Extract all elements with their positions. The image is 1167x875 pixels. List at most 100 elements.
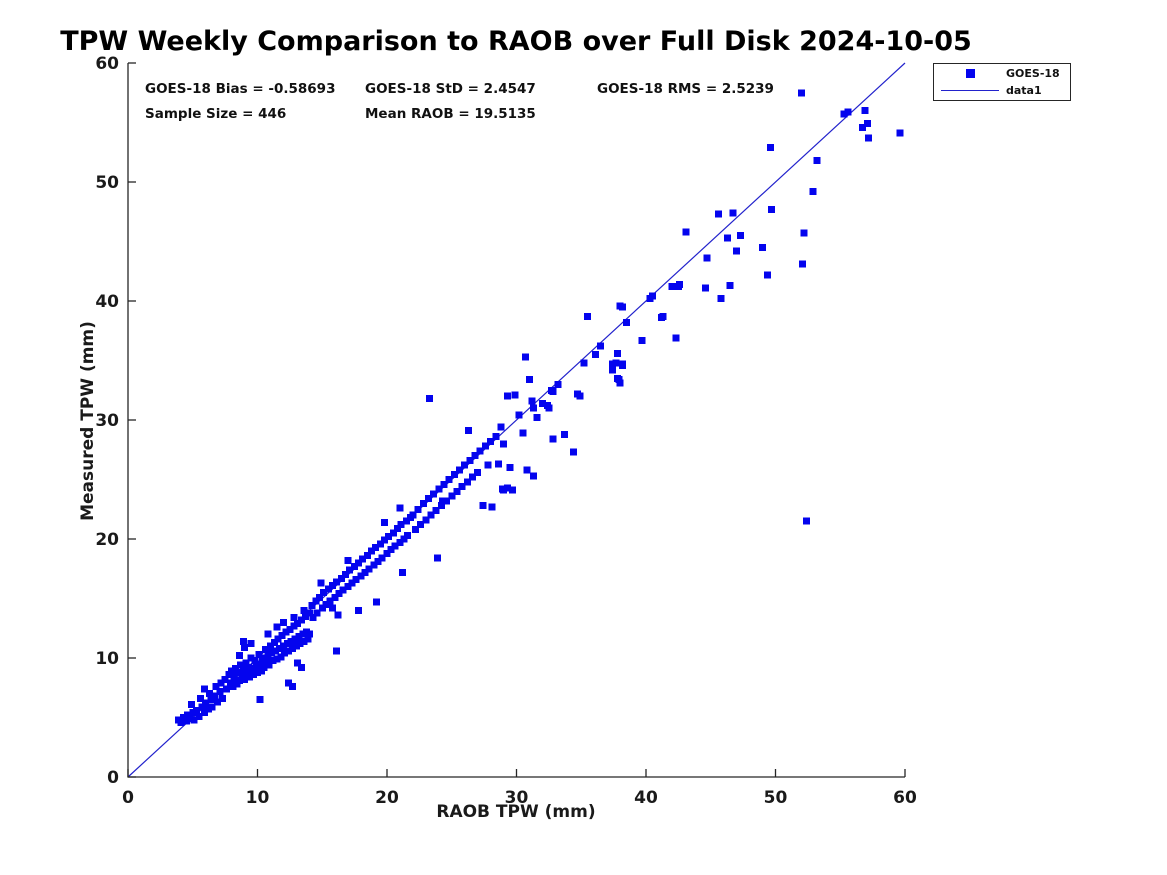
- scatter-point: [623, 318, 631, 326]
- scatter-point: [233, 680, 241, 688]
- scatter-point: [300, 637, 308, 645]
- scatter-point: [494, 460, 502, 468]
- scatter-point: [318, 604, 326, 612]
- scatter-point: [239, 666, 247, 674]
- scatter-point: [257, 667, 265, 675]
- scatter-point: [182, 717, 190, 725]
- scatter-point: [265, 661, 273, 669]
- scatter-point: [300, 606, 308, 614]
- scatter-point: [497, 423, 505, 431]
- scatter-point: [325, 585, 333, 593]
- scatter-point: [896, 129, 904, 137]
- scatter-point: [290, 614, 298, 622]
- x-axis-label: RAOB TPW (mm): [436, 802, 596, 822]
- x-tick-label: 20: [375, 788, 399, 808]
- scatter-point: [329, 604, 337, 612]
- y-tick-label: 30: [95, 411, 119, 431]
- scatter-point: [612, 359, 620, 367]
- scatter-point: [488, 503, 496, 511]
- scatter-point: [515, 411, 523, 419]
- scatter-point: [608, 360, 616, 368]
- scatter-point: [523, 466, 531, 474]
- scatter-point: [427, 511, 435, 519]
- scatter-point: [296, 640, 304, 648]
- scatter-point: [619, 360, 627, 368]
- scatter-point: [402, 517, 410, 525]
- scatter-point: [308, 602, 316, 610]
- scatter-point: [239, 637, 247, 645]
- scatter-point: [301, 612, 309, 620]
- scatter-point: [202, 699, 210, 707]
- scatter-point: [229, 683, 237, 691]
- scatter-point: [435, 485, 443, 493]
- scatter-point: [668, 283, 676, 291]
- scatter-point: [217, 679, 225, 687]
- scatter-point: [290, 622, 298, 630]
- scatter-point: [461, 461, 469, 469]
- scatter-point: [259, 654, 267, 662]
- scatter-point: [298, 664, 306, 672]
- scatter-point: [329, 581, 337, 589]
- scatter-point: [243, 668, 251, 676]
- scatter-point: [263, 658, 271, 666]
- scatter-point: [228, 667, 236, 675]
- scatter-point: [813, 157, 821, 165]
- scatter-point: [204, 705, 212, 713]
- legend-entry-data1: data1: [934, 82, 1070, 99]
- scatter-point: [287, 637, 295, 645]
- scatter-point: [294, 659, 302, 667]
- scatter-point: [474, 468, 482, 476]
- scatter-point: [437, 502, 445, 510]
- scatter-point: [221, 675, 229, 683]
- stat-rms: GOES-18 RMS = 2.5239: [597, 81, 774, 97]
- scatter-point: [190, 716, 198, 724]
- scatter-point: [272, 647, 280, 655]
- scatter-point: [616, 379, 624, 387]
- scatter-point: [332, 578, 340, 586]
- scatter-point: [615, 376, 623, 384]
- scatter-point: [320, 589, 328, 597]
- scatter-point: [729, 209, 737, 217]
- scatter-point: [198, 703, 206, 711]
- stat-bias: GOES-18 Bias = -0.58693: [145, 81, 336, 97]
- scatter-point: [519, 429, 527, 437]
- scatter-point: [702, 284, 710, 292]
- scatter-point: [291, 635, 299, 643]
- scatter-point: [858, 123, 866, 131]
- scatter-point: [285, 679, 293, 687]
- scatter-point: [383, 549, 391, 557]
- scatter-point: [367, 547, 375, 555]
- scatter-point: [288, 644, 296, 652]
- scatter-point: [768, 205, 776, 213]
- scatter-point: [484, 461, 492, 469]
- scatter-point: [377, 540, 385, 548]
- scatter-point: [619, 303, 627, 311]
- scatter-point: [206, 690, 214, 698]
- scatter-point: [445, 476, 453, 483]
- scatter-point: [399, 568, 407, 576]
- scatter-point: [288, 683, 296, 691]
- scatter-point: [396, 504, 404, 512]
- scatter-point: [250, 671, 258, 679]
- scatter-point: [800, 229, 808, 237]
- scatter-point: [261, 646, 269, 654]
- x-tick-label: 50: [764, 788, 788, 808]
- scatter-point: [345, 566, 353, 574]
- scatter-point: [591, 351, 599, 359]
- scatter-point: [292, 642, 300, 650]
- scatter-point: [759, 243, 767, 251]
- scatter-point: [580, 359, 588, 367]
- x-tick-label: 0: [122, 788, 134, 808]
- scatter-point: [309, 614, 317, 622]
- scatter-point: [335, 590, 343, 598]
- scatter-point: [312, 597, 320, 605]
- scatter-point: [256, 696, 264, 704]
- scatter-point: [434, 554, 442, 562]
- scatter-point: [374, 558, 382, 566]
- scatter-point: [254, 668, 261, 676]
- line-sample-icon: [941, 90, 999, 92]
- scatter-point: [608, 366, 616, 374]
- scatter-point: [799, 260, 807, 268]
